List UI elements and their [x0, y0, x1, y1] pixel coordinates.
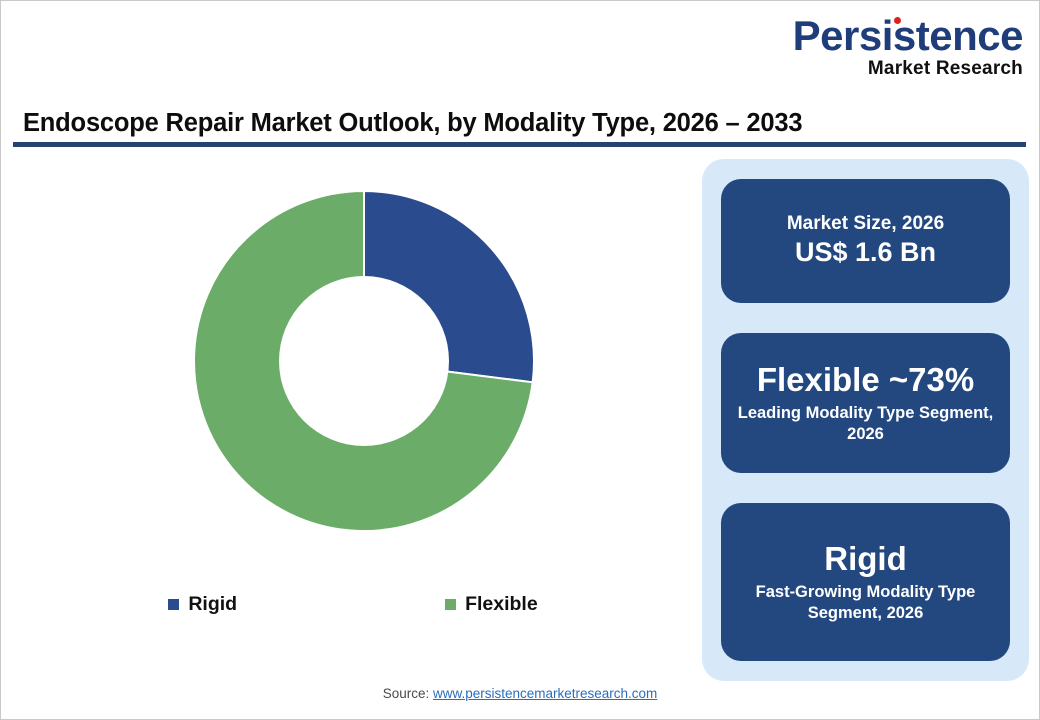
chart-legend: Rigid Flexible — [13, 593, 693, 616]
brand-logo: Persistence Market Research — [783, 12, 1024, 79]
legend-label-flexible: Flexible — [465, 593, 538, 615]
kpi-card-1-value: US$ 1.6 Bn — [794, 237, 937, 267]
legend-item-rigid[interactable]: Rigid — [168, 593, 237, 616]
logo-red-dot-icon — [893, 17, 901, 24]
kpi-card-2-value: Flexible ~73% — [756, 361, 975, 399]
kpi-card-1-heading: Market Size, 2026 — [786, 213, 945, 235]
legend-swatch-flexible — [445, 599, 457, 610]
legend-swatch-rigid — [168, 599, 180, 610]
logo-wordmark: Persistence — [792, 12, 1024, 59]
chart-area: Rigid Flexible — [13, 161, 693, 661]
kpi-card-market-size[interactable]: Market Size, 2026 US$ 1.6 Bn — [721, 179, 1010, 303]
page-title: Endoscope Repair Market Outlook, by Moda… — [23, 109, 803, 137]
kpi-panel: Market Size, 2026 US$ 1.6 Bn Flexible ~7… — [702, 159, 1029, 681]
logo-main-text: Persistence — [792, 12, 1024, 59]
source-prefix: Source: — [382, 686, 433, 701]
donut-chart — [194, 191, 534, 531]
logo-subtitle: Market Research — [867, 58, 1023, 79]
source-line: Source: www.persistencemarketresearch.co… — [1, 686, 1039, 701]
kpi-card-3-value: Rigid — [824, 540, 907, 578]
donut-center-hole — [279, 276, 449, 446]
kpi-card-leading-segment[interactable]: Flexible ~73% Leading Modality Type Segm… — [721, 333, 1010, 473]
legend-label-rigid: Rigid — [188, 593, 238, 615]
kpi-card-2-caption: Leading Modality Type Segment, 2026 — [737, 403, 994, 444]
kpi-card-3-caption: Fast-Growing Modality Type Segment, 2026 — [755, 582, 976, 623]
title-divider — [13, 142, 1026, 147]
source-link[interactable]: www.persistencemarketresearch.com — [432, 686, 658, 701]
kpi-card-fast-growing-segment[interactable]: Rigid Fast-Growing Modality Type Segment… — [721, 503, 1010, 661]
legend-item-flexible[interactable]: Flexible — [445, 593, 538, 616]
donut-chart-svg — [194, 191, 534, 531]
